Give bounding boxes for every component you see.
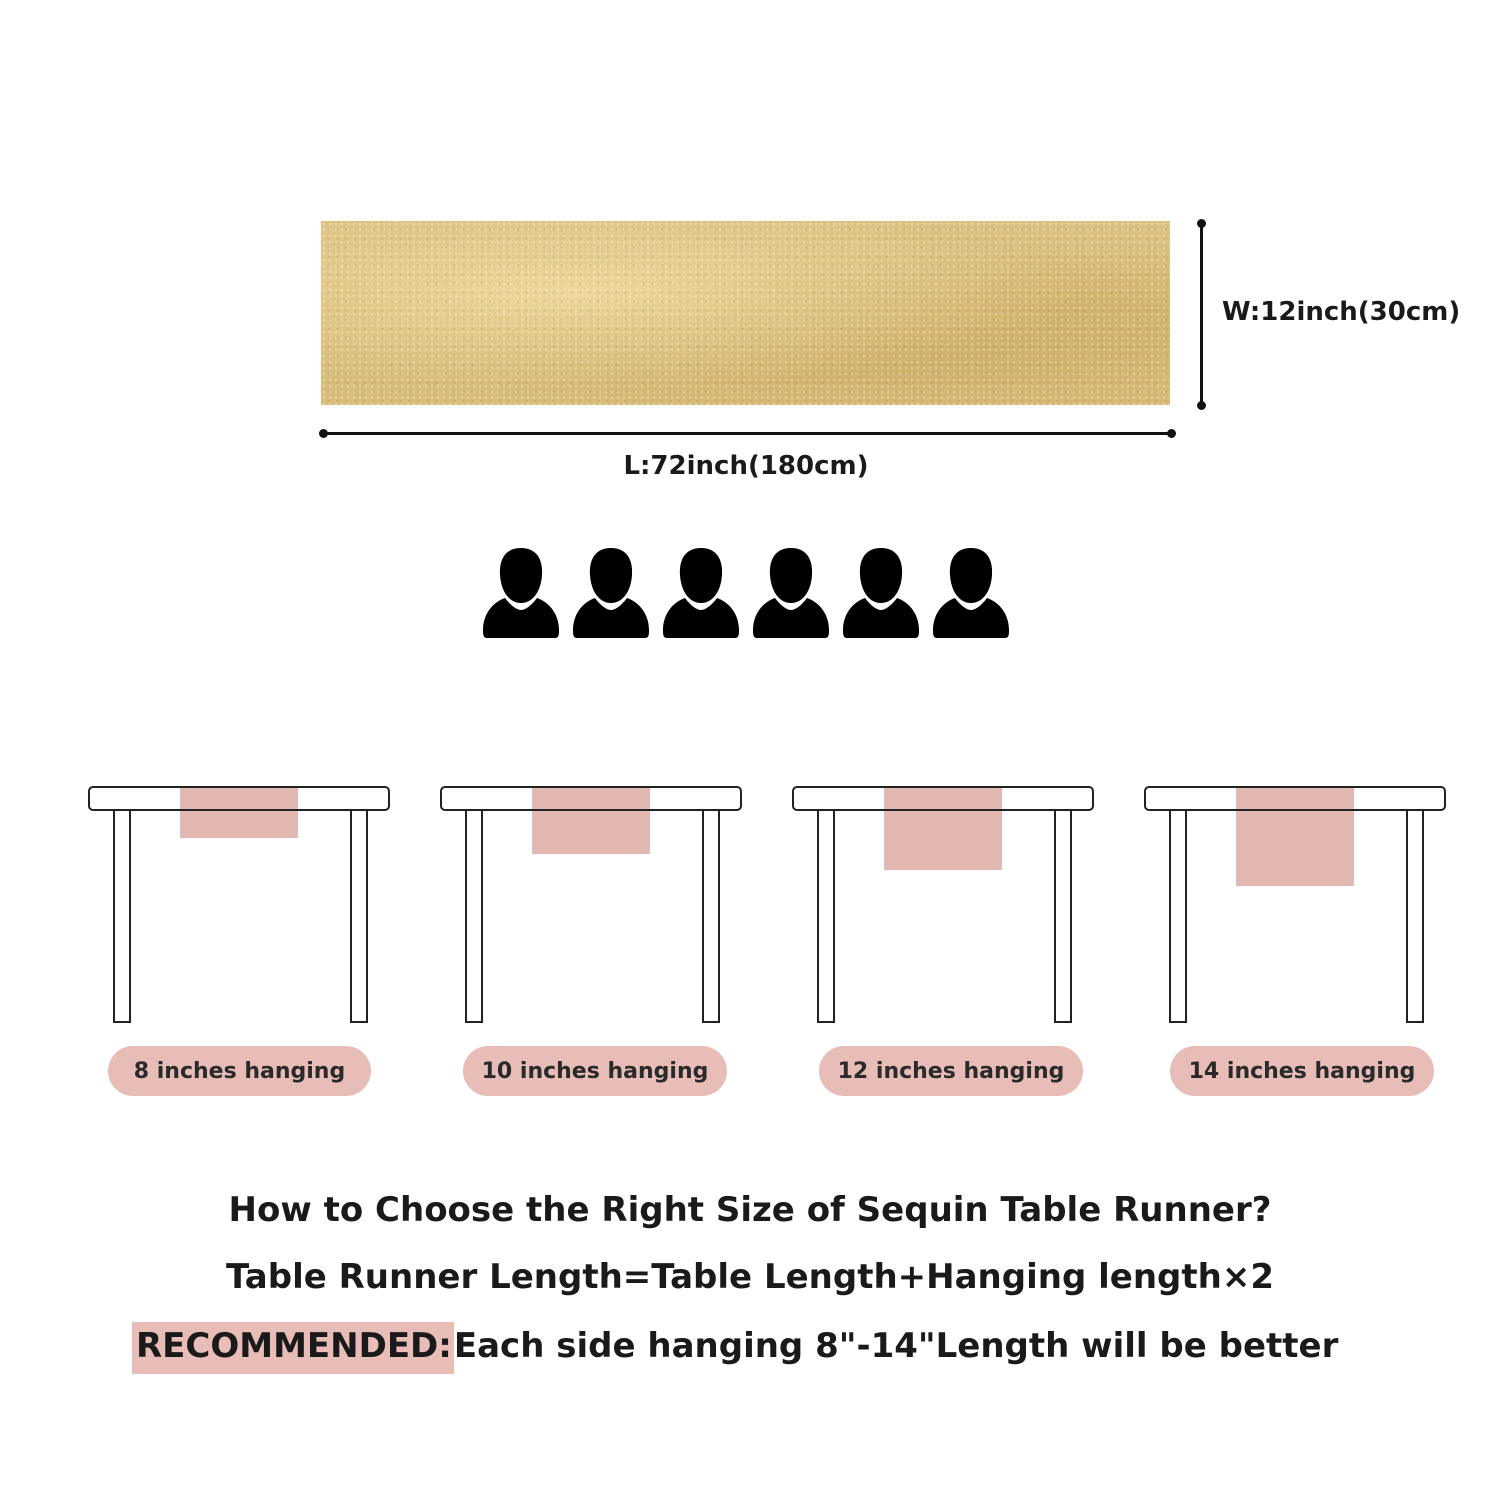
hanging-label-14in: 14 inches hanging (1170, 1046, 1434, 1096)
length-label: L:72inch(180cm) (623, 451, 869, 481)
table-leg (113, 809, 131, 1023)
width-label: W:12inch(30cm) (1222, 297, 1461, 327)
runner-drape (532, 786, 650, 854)
recommended-tag: RECOMMENDED: (132, 1322, 454, 1374)
width-dimension-line (1200, 223, 1203, 406)
length-dimension-endpoint (319, 429, 328, 438)
table-illustration-8in (88, 786, 392, 1023)
width-dimension-endpoint (1197, 401, 1206, 410)
person-icon (483, 548, 559, 638)
table-illustration-10in (440, 786, 744, 1023)
hanging-label-10in: 10 inches hanging (463, 1046, 727, 1096)
person-icon (843, 548, 919, 638)
table-top (88, 786, 390, 811)
table-leg (465, 809, 483, 1023)
runner-drape (180, 786, 298, 838)
table-leg (1406, 809, 1424, 1023)
length-dimension-endpoint (1167, 429, 1176, 438)
table-leg (1169, 809, 1187, 1023)
person-icon (573, 548, 649, 638)
runner-drape (884, 786, 1002, 870)
person-icon (933, 548, 1009, 638)
guide-recommendation: RECOMMENDED:Each side hanging 8"-14"Leng… (132, 1322, 1338, 1374)
table-leg (702, 809, 720, 1023)
table-top (1144, 786, 1446, 811)
table-runner-image (321, 221, 1170, 405)
table-leg (350, 809, 368, 1023)
table-top (440, 786, 742, 811)
guide-heading: How to Choose the Right Size of Sequin T… (228, 1190, 1272, 1230)
person-icon (663, 548, 739, 638)
seating-capacity (483, 548, 1013, 638)
hanging-label-8in: 8 inches hanging (108, 1046, 371, 1096)
table-leg (1054, 809, 1072, 1023)
guide-formula: Table Runner Length=Table Length+Hanging… (225, 1257, 1274, 1297)
table-leg (817, 809, 835, 1023)
table-illustration-14in (1144, 786, 1448, 1023)
person-icon (753, 548, 829, 638)
table-top (792, 786, 1094, 811)
length-dimension-line (323, 432, 1171, 435)
width-dimension-endpoint (1197, 219, 1206, 228)
hanging-label-12in: 12 inches hanging (819, 1046, 1083, 1096)
runner-drape (1236, 786, 1354, 886)
table-illustration-12in (792, 786, 1096, 1023)
recommended-text: Each side hanging 8"-14"Length will be b… (453, 1326, 1339, 1366)
